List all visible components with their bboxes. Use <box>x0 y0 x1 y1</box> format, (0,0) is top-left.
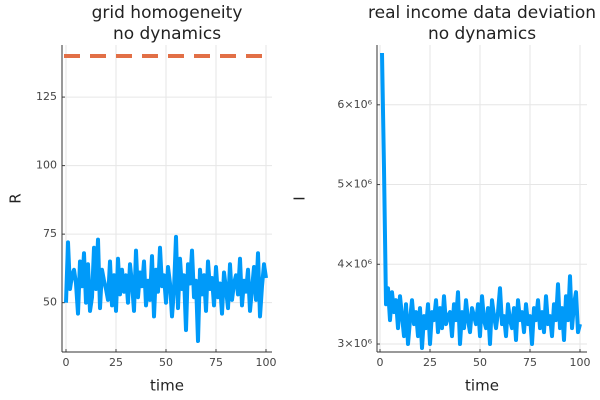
chart-subtitle: no dynamics <box>113 24 221 44</box>
x-tick-label: 25 <box>423 356 437 369</box>
y-tick-label: 50 <box>43 296 57 309</box>
x-tick-label: 75 <box>523 356 537 369</box>
y-axis-label: R <box>7 193 25 203</box>
y-axis-label: I <box>291 196 309 200</box>
x-tick-label: 25 <box>109 356 123 369</box>
x-tick-label: 50 <box>473 356 487 369</box>
y-tick-label: 6×10⁶ <box>337 98 372 111</box>
x-tick-label: 100 <box>256 356 277 369</box>
x-tick-label: 100 <box>570 356 591 369</box>
x-tick-label: 0 <box>63 356 70 369</box>
chart-subtitle: no dynamics <box>428 24 536 44</box>
x-axis-label: time <box>465 377 499 395</box>
x-tick-label: 50 <box>159 356 173 369</box>
x-tick-label: 75 <box>209 356 223 369</box>
y-tick-label: 75 <box>43 227 57 240</box>
chart-title: real income data deviation <box>368 3 596 23</box>
x-axis-label: time <box>150 377 184 395</box>
series-line <box>380 52 582 350</box>
y-tick-label: 5×10⁶ <box>337 178 372 191</box>
chart-title: grid homogeneity <box>92 3 243 23</box>
y-tick-label: 4×10⁶ <box>337 257 372 270</box>
series-line <box>64 234 268 343</box>
y-tick-label: 125 <box>36 90 57 103</box>
x-tick-label: 0 <box>377 356 384 369</box>
y-tick-label: 3×10⁶ <box>337 337 372 350</box>
y-tick-label: 100 <box>36 159 57 172</box>
